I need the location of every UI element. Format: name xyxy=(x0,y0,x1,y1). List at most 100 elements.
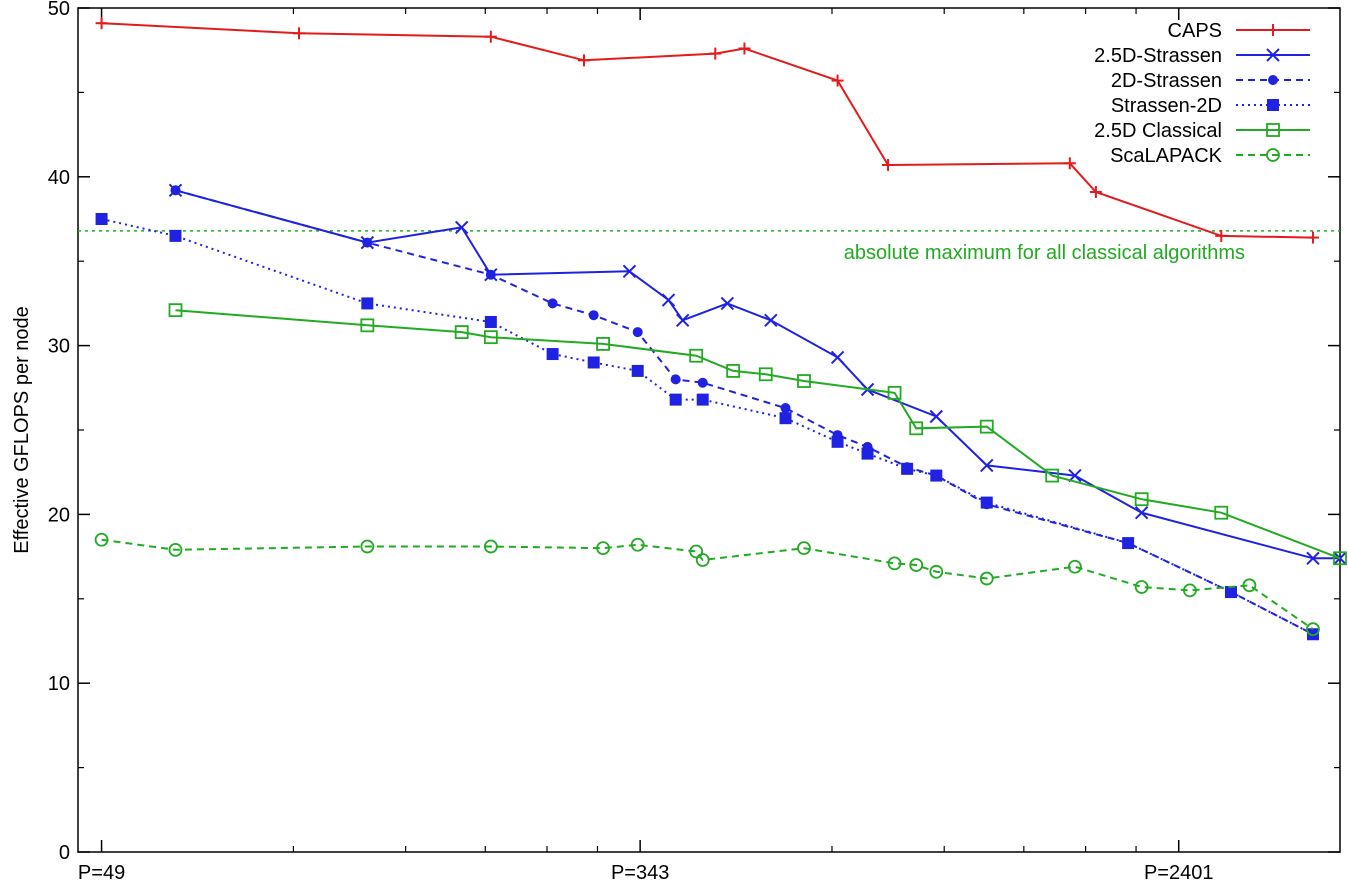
legend-marker xyxy=(1266,148,1280,162)
data-point-caps xyxy=(1215,229,1228,242)
data-point-scalapack xyxy=(1242,578,1257,593)
data-point-caps xyxy=(1306,231,1319,244)
data-point-strassen-2d xyxy=(631,364,644,377)
data-point-2-5d-classical xyxy=(758,367,773,382)
legend-label: CAPS xyxy=(1168,20,1222,42)
reference-line-group: absolute maximum for all classical algor… xyxy=(78,230,1340,264)
legend-item-2-5d-classical: 2.5D Classical xyxy=(1094,120,1310,142)
legend-label: 2D-Strassen xyxy=(1111,70,1222,92)
data-point-caps xyxy=(1063,157,1076,170)
legend-label: ScaLAPACK xyxy=(1110,145,1223,167)
legend-item-2d-strassen: 2D-Strassen xyxy=(1111,70,1310,92)
data-point-strassen-2d xyxy=(980,496,993,509)
data-point-2d-strassen xyxy=(485,269,496,280)
data-point-scalapack xyxy=(797,541,811,556)
data-point-scalapack xyxy=(1182,583,1197,598)
series-line-2-5d-classical xyxy=(175,309,1341,560)
data-point-2d-strassen xyxy=(780,403,791,414)
series-layer xyxy=(94,17,1347,641)
data-point-scalapack xyxy=(630,537,645,552)
legend-marker xyxy=(1267,24,1279,36)
data-point-2d-strassen xyxy=(670,374,681,385)
series-strassen-2d xyxy=(95,213,1319,641)
data-point-2-5d-strassen xyxy=(675,313,690,327)
legend-item-2-5d-strassen: 2.5D-Strassen xyxy=(1094,45,1310,67)
data-point-2-5d-classical xyxy=(1214,505,1229,520)
data-point-strassen-2d xyxy=(361,297,374,310)
series-line-caps xyxy=(101,22,1314,239)
y-tick-label: 50 xyxy=(48,0,70,20)
legend-label: 2.5D-Strassen xyxy=(1094,45,1222,67)
data-point-2-5d-strassen xyxy=(661,293,676,307)
data-point-strassen-2d xyxy=(1122,537,1135,550)
series-caps xyxy=(95,17,1319,244)
data-point-strassen-2d xyxy=(831,435,844,448)
data-point-caps xyxy=(293,27,306,40)
data-point-strassen-2d xyxy=(587,356,600,369)
data-point-caps xyxy=(738,42,751,55)
data-point-scalapack xyxy=(1306,622,1320,637)
data-point-2-5d-classical xyxy=(360,318,375,333)
data-point-caps xyxy=(831,74,844,87)
legend-item-scalapack: ScaLAPACK xyxy=(1110,145,1310,167)
legend-label: 2.5D Classical xyxy=(1094,120,1222,142)
y-axis-label: Effective GFLOPS per node xyxy=(11,306,33,554)
data-point-scalapack xyxy=(596,541,610,556)
data-point-2-5d-strassen xyxy=(1134,506,1149,520)
data-point-2-5d-classical xyxy=(1045,468,1060,483)
data-point-scalapack xyxy=(360,539,375,554)
data-point-scalapack xyxy=(483,539,498,554)
data-point-2-5d-strassen xyxy=(454,220,469,235)
x-tick-label: P=49 xyxy=(78,862,125,884)
data-point-2-5d-classical xyxy=(168,303,183,318)
data-point-2-5d-classical xyxy=(596,337,610,351)
data-point-2-5d-classical xyxy=(689,348,704,363)
data-point-2-5d-strassen xyxy=(929,409,944,424)
data-point-caps xyxy=(577,54,590,67)
data-point-2-5d-classical xyxy=(1333,551,1347,566)
y-tick-label: 10 xyxy=(48,673,70,695)
legend-item-caps: CAPS xyxy=(1168,20,1310,42)
data-point-2-5d-strassen xyxy=(764,313,778,327)
data-point-strassen-2d xyxy=(95,213,108,225)
data-point-scalapack xyxy=(1134,580,1149,594)
y-axis-ticks: 0 10 20 30 40 50 xyxy=(48,0,1340,864)
data-point-caps xyxy=(709,47,722,60)
data-point-strassen-2d xyxy=(901,462,914,475)
reference-line-label: absolute maximum for all classical algor… xyxy=(844,242,1245,264)
data-point-2-5d-classical xyxy=(887,385,902,400)
data-point-2-5d-classical xyxy=(909,421,924,436)
x-axis-ticks: P=49 P=343 P=2401 xyxy=(78,8,1214,884)
data-point-2-5d-strassen xyxy=(980,458,994,473)
x-tick-label: P=2401 xyxy=(1144,862,1214,884)
data-point-caps xyxy=(882,158,895,171)
legend: CAPS 2.5D-Strassen 2D-Strassen Strassen-2D 2… xyxy=(1094,20,1310,167)
series-scalapack xyxy=(94,532,1320,637)
data-point-2d-strassen xyxy=(632,327,643,338)
data-point-2-5d-classical xyxy=(483,330,498,345)
data-point-strassen-2d xyxy=(696,393,709,406)
data-point-2d-strassen xyxy=(170,185,181,196)
data-point-2-5d-classical xyxy=(1134,492,1149,507)
legend-marker xyxy=(1268,75,1278,85)
data-point-caps xyxy=(95,17,108,30)
data-point-2d-strassen xyxy=(362,237,373,248)
data-point-strassen-2d xyxy=(1306,628,1319,641)
series-line-scalapack xyxy=(101,538,1314,631)
data-point-2-5d-classical xyxy=(979,419,994,434)
data-point-strassen-2d xyxy=(484,315,497,328)
data-point-2-5d-strassen xyxy=(1306,551,1320,565)
x-tick-label: P=343 xyxy=(611,862,669,884)
data-point-strassen-2d xyxy=(169,229,182,242)
legend-marker xyxy=(1267,99,1279,111)
data-point-strassen-2d xyxy=(861,447,874,460)
legend-label: Strassen-2D xyxy=(1111,95,1222,117)
data-point-2d-strassen xyxy=(547,298,558,309)
data-point-2-5d-classical xyxy=(797,374,811,388)
data-point-2d-strassen xyxy=(697,377,708,388)
data-point-strassen-2d xyxy=(669,393,682,406)
y-tick-label: 40 xyxy=(48,167,70,189)
data-point-2-5d-classical xyxy=(726,364,741,378)
data-point-caps xyxy=(484,30,497,43)
